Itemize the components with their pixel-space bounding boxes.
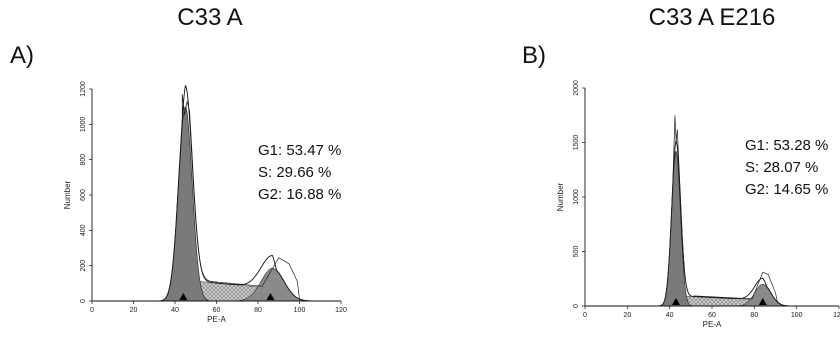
chart-title: C33 A E216 [648, 4, 776, 31]
y-axis-label: Number [556, 182, 565, 211]
s-stat: S: 29.66 % [258, 164, 332, 181]
x-tick-label: 0 [583, 312, 587, 319]
x-tick-label: 100 [791, 312, 803, 319]
x-axis-label: PE-A [207, 315, 226, 324]
x-tick-label: 80 [750, 312, 758, 319]
x-tick-label: 40 [666, 312, 674, 319]
g1-peak-area [150, 106, 325, 302]
y-tick-label: 800 [80, 154, 87, 166]
x-tick-label: 120 [833, 312, 840, 319]
x-tick-label: 0 [90, 307, 94, 314]
y-tick-label: 400 [80, 224, 87, 236]
g2-stat: G2: 14.65 % [745, 181, 829, 198]
y-tick-label: 0 [573, 304, 580, 308]
raw-histogram-line [166, 94, 325, 302]
panel-label: B) [522, 42, 546, 69]
x-tick-label: 60 [213, 307, 221, 314]
x-tick-label: 60 [708, 312, 716, 319]
y-tick-label: 200 [80, 260, 87, 272]
g1-stat: G1: 53.28 % [745, 137, 829, 154]
y-tick-label: 1000 [573, 189, 580, 205]
y-tick-label: 600 [80, 189, 87, 201]
histogram-plot: 0 20 40 60 80 100 120 0 500 1000 1500 2000 PE-A Numbe… [556, 80, 840, 329]
peak-marker [179, 293, 188, 300]
y-tick-label: 2000 [573, 80, 580, 96]
peak-marker [266, 293, 275, 300]
g1-stat: G1: 53.47 % [258, 142, 342, 159]
histogram-plot: 0 20 40 60 80 100 120020040060080010001200PE-A… [63, 81, 347, 324]
x-axis-label: PE-A [703, 320, 722, 329]
x-tick-label: 20 [130, 307, 138, 314]
x-tick-label: 40 [171, 307, 179, 314]
x-tick-label: 120 [335, 307, 347, 314]
chart-panel-a: C33 A A) 0 20 40 60 80 100 120 0 200 400 600 800 100… [10, 4, 347, 324]
chart-title: C33 A [177, 4, 243, 31]
peak-marker [672, 298, 681, 305]
x-tick-label: 20 [623, 312, 631, 319]
raw-histogram-line [661, 115, 823, 307]
y-tick-label: 1200 [80, 81, 87, 97]
x-tick-label: 80 [254, 307, 262, 314]
peak-marker [758, 298, 767, 305]
y-tick-label: 1000 [80, 116, 87, 132]
y-tick-label: 500 [573, 246, 580, 258]
g2-stat: G2: 16.88 % [258, 186, 342, 203]
chart-panel-b: C33 A E216 B) 0 20 40 60 80 100 120 0 500 1000 150… [500, 0, 840, 343]
y-axis-label: Number [63, 180, 72, 209]
s-stat: S: 28.07 % [745, 159, 819, 176]
panel-label: A) [10, 42, 34, 69]
y-tick-label: 1500 [573, 135, 580, 151]
x-tick-label: 100 [294, 307, 306, 314]
y-tick-label: 0 [80, 299, 87, 303]
